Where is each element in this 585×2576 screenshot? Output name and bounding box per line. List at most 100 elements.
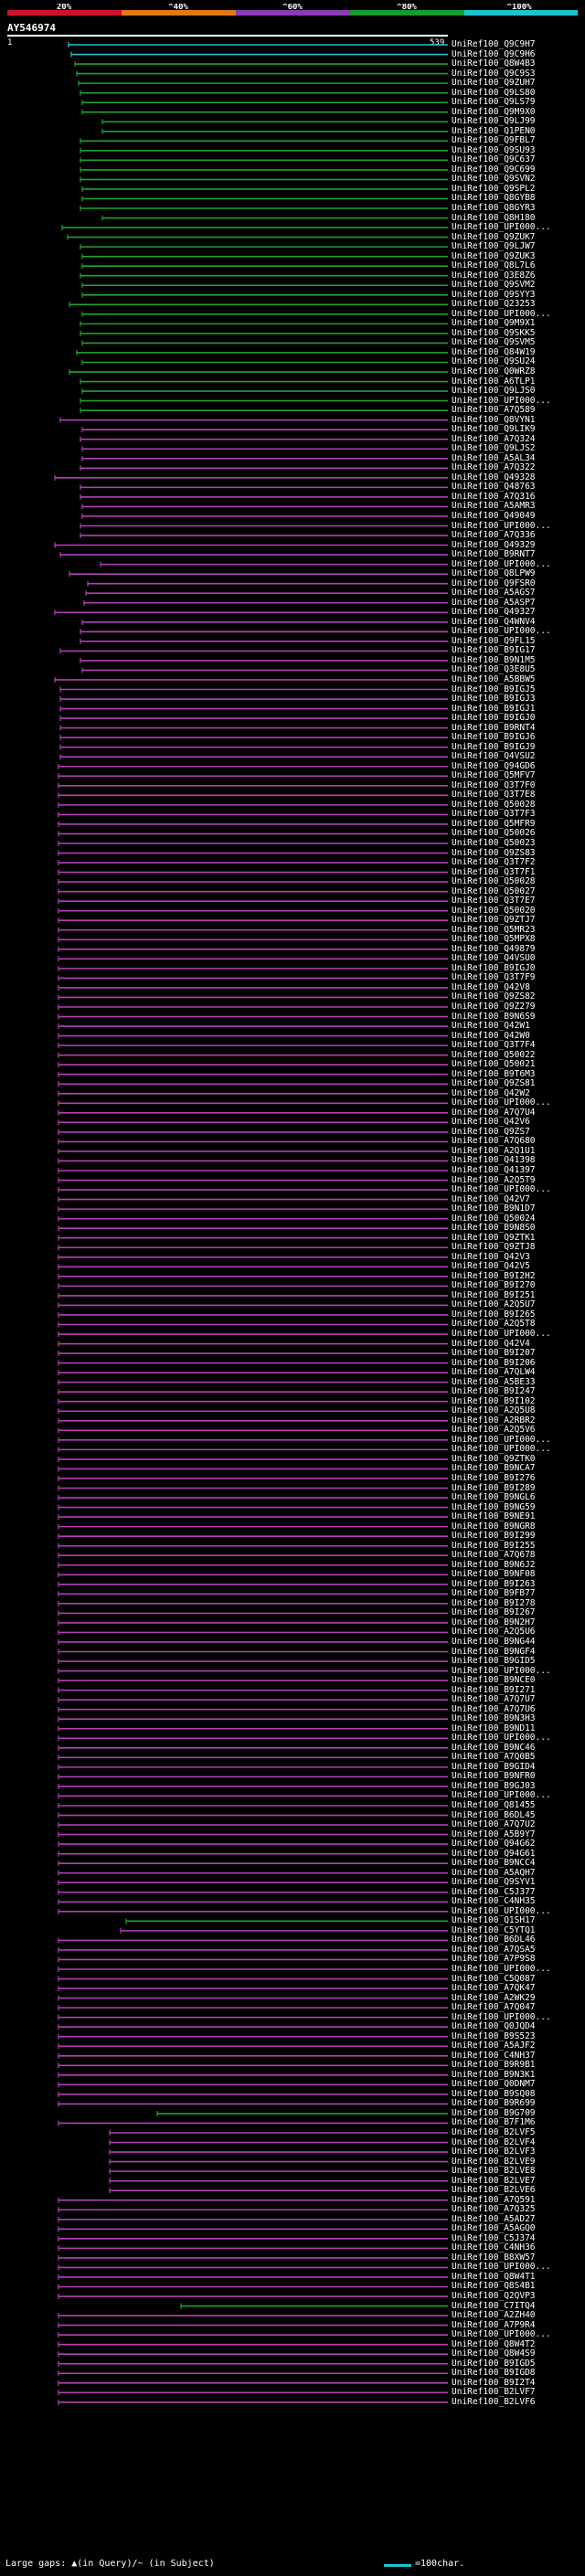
hit-label[interactable]: UniRef100_Q5MPX8 [452, 934, 536, 945]
hit-label[interactable]: UniRef100_C5Q087 [452, 1973, 536, 1984]
hit-label[interactable]: UniRef100_Q41397 [452, 1165, 536, 1175]
hit-label[interactable]: UniRef100_Q3T7F3 [452, 809, 536, 820]
hit-label[interactable]: UniRef100_B9I267 [452, 1607, 536, 1618]
hit-label[interactable]: UniRef100_B9IGJ5 [452, 684, 536, 694]
hit-label[interactable]: UniRef100_B9I2T4 [452, 2377, 536, 2388]
hit-label[interactable]: UniRef100_B9SQ08 [452, 2088, 536, 2099]
hit-label[interactable]: UniRef100_A5AL34 [452, 452, 536, 463]
hit-label[interactable]: UniRef100_B9R699 [452, 2098, 536, 2109]
hit-label[interactable]: UniRef100_Q49329 [452, 539, 536, 550]
hit-label[interactable]: UniRef100_B9NCE0 [452, 1675, 536, 1686]
hit-label[interactable]: UniRef100_Q3T7F1 [452, 866, 536, 877]
hit-label[interactable]: UniRef100_A7P9S8 [452, 1954, 536, 1965]
hit-label[interactable]: UniRef100_Q9C9H7 [452, 39, 536, 49]
hit-label[interactable]: UniRef100_A7QK47 [452, 1983, 536, 1994]
hit-label[interactable]: UniRef100_B9IGJ0 [452, 962, 536, 973]
hit-label[interactable]: UniRef100_Q9ZS7 [452, 1126, 530, 1137]
hit-label[interactable]: UniRef100_Q9LJ99 [452, 116, 536, 127]
hit-label[interactable]: UniRef100_B2LVE7 [452, 2175, 536, 2186]
hit-label[interactable]: UniRef100_B9GJ03 [452, 1780, 536, 1791]
hit-label[interactable]: UniRef100_B2LVF3 [452, 2147, 536, 2157]
hit-label[interactable]: UniRef100_Q3T7F9 [452, 972, 536, 983]
hit-label[interactable]: UniRef100_B2LVF6 [452, 2396, 536, 2407]
hit-label[interactable]: UniRef100_Q49328 [452, 472, 536, 482]
hit-label[interactable]: UniRef100_B9FB77 [452, 1588, 536, 1599]
hit-label[interactable]: UniRef100_Q9SU93 [452, 144, 536, 155]
hit-label[interactable]: UniRef100_A7Q7U7 [452, 1694, 536, 1705]
hit-label[interactable]: UniRef100_B2LVE8 [452, 2166, 536, 2177]
hit-label[interactable]: UniRef100_B9IGJ1 [452, 703, 536, 714]
hit-label[interactable]: UniRef100_Q3T7F0 [452, 779, 536, 790]
hit-label[interactable]: UniRef100_Q42V7 [452, 1193, 530, 1204]
hit-label[interactable]: UniRef100_UPI000... [452, 2011, 551, 2022]
hit-label[interactable]: UniRef100_Q42W0 [452, 1030, 530, 1041]
hit-label[interactable]: UniRef100_Q81455 [452, 1799, 536, 1810]
hit-label[interactable]: UniRef100_Q9C699 [452, 164, 536, 175]
hit-label[interactable]: UniRef100_Q8W4T1 [452, 2271, 536, 2282]
hit-label[interactable]: UniRef100_Q9ZTJ7 [452, 915, 536, 926]
hit-label[interactable]: UniRef100_A7Q336 [452, 530, 536, 541]
hit-label[interactable]: UniRef100_B9G709 [452, 2107, 536, 2118]
hit-label[interactable]: UniRef100_B9N3K1 [452, 2069, 536, 2080]
hit-label[interactable]: UniRef100_B9N6J2 [452, 1559, 536, 1570]
hit-label[interactable]: UniRef100_UPI000... [452, 1184, 551, 1195]
hit-label[interactable]: UniRef100_Q42V4 [452, 1338, 530, 1349]
hit-label[interactable]: UniRef100_A2RBR2 [452, 1415, 536, 1426]
hit-label[interactable]: UniRef100_Q9ZS81 [452, 1078, 536, 1089]
hit-label[interactable]: UniRef100_B9NE91 [452, 1511, 536, 1522]
hit-label[interactable]: UniRef100_Q94G62 [452, 1839, 536, 1850]
hit-label[interactable]: UniRef100_C7ITQ4 [452, 2300, 536, 2311]
hit-label[interactable]: UniRef100_UPI000... [452, 1329, 551, 1340]
hit-label[interactable]: UniRef100_UPI000... [452, 1733, 551, 1744]
hit-label[interactable]: UniRef100_B9S523 [452, 2030, 536, 2041]
hit-label[interactable]: UniRef100_Q42V5 [452, 1261, 530, 1272]
hit-label[interactable]: UniRef100_UPI000... [452, 558, 551, 569]
hit-label[interactable]: UniRef100_A2Q5U7 [452, 1299, 536, 1310]
hit-label[interactable]: UniRef100_A5BBW5 [452, 673, 536, 684]
hit-label[interactable]: UniRef100_Q0JQD4 [452, 2021, 536, 2032]
hit-label[interactable]: UniRef100_Q9SU24 [452, 356, 536, 367]
hit-label[interactable]: UniRef100_A5AQH7 [452, 1867, 536, 1878]
hit-label[interactable]: UniRef100_Q49879 [452, 943, 536, 954]
hit-label[interactable]: UniRef100_A5B9Y7 [452, 1829, 536, 1839]
hit-label[interactable]: UniRef100_C5J374 [452, 2232, 536, 2243]
hit-label[interactable]: UniRef100_Q8W4S9 [452, 2348, 536, 2359]
hit-label[interactable]: UniRef100_A5AD27 [452, 2213, 536, 2224]
hit-label[interactable]: UniRef100_Q4VSU0 [452, 953, 536, 964]
hit-label[interactable]: UniRef100_B9NCC4 [452, 1858, 536, 1869]
hit-label[interactable]: UniRef100_B9I206 [452, 1357, 536, 1368]
hit-label[interactable]: UniRef100_Q50020 [452, 905, 536, 916]
hit-label[interactable]: UniRef100_Q3E8U5 [452, 664, 536, 675]
hit-label[interactable]: UniRef100_Q94G61 [452, 1848, 536, 1859]
hit-label[interactable]: UniRef100_B9IGJ3 [452, 694, 536, 705]
hit-label[interactable]: UniRef100_Q3T7F4 [452, 1040, 536, 1051]
hit-label[interactable]: UniRef100_UPI000... [452, 308, 551, 319]
hit-label[interactable]: UniRef100_Q9M9X0 [452, 106, 536, 117]
hit-label[interactable]: UniRef100_A5AGS7 [452, 588, 536, 599]
hit-label[interactable]: UniRef100_Q9ZUH7 [452, 78, 536, 89]
hit-label[interactable]: UniRef100_B2LVE9 [452, 2156, 536, 2167]
hit-label[interactable]: UniRef100_Q9LIK9 [452, 424, 536, 435]
hit-label[interactable]: UniRef100_UPI000... [452, 1964, 551, 1974]
hit-label[interactable]: UniRef100_UPI000... [452, 1444, 551, 1455]
hit-label[interactable]: UniRef100_B9I271 [452, 1684, 536, 1695]
hit-label[interactable]: UniRef100_Q9FBL7 [452, 135, 536, 146]
hit-label[interactable]: UniRef100_B9I102 [452, 1395, 536, 1406]
hit-label[interactable]: UniRef100_Q9SVM2 [452, 280, 536, 291]
hit-label[interactable]: UniRef100_A5AJF2 [452, 2041, 536, 2051]
hit-label[interactable]: UniRef100_A7Q0B5 [452, 1752, 536, 1763]
hit-label[interactable]: UniRef100_UPI000... [452, 2329, 551, 2340]
hit-label[interactable]: UniRef100_A5AMR3 [452, 501, 536, 512]
hit-label[interactable]: UniRef100_A7Q7U6 [452, 1703, 536, 1714]
hit-label[interactable]: UniRef100_Q50026 [452, 828, 536, 839]
hit-label[interactable]: UniRef100_C4NH35 [452, 1896, 536, 1907]
hit-label[interactable]: UniRef100_Q42W2 [452, 1087, 530, 1098]
hit-label[interactable]: UniRef100_Q9SKK5 [452, 327, 536, 338]
hit-label[interactable]: UniRef100_B9I2H2 [452, 1270, 536, 1281]
hit-label[interactable]: UniRef100_B9NC46 [452, 1742, 536, 1753]
hit-label[interactable]: UniRef100_Q3T7E7 [452, 896, 536, 906]
hit-label[interactable]: UniRef100_A7Q324 [452, 433, 536, 444]
hit-label[interactable]: UniRef100_B9GID4 [452, 1761, 536, 1772]
hit-label[interactable]: UniRef100_B9I276 [452, 1472, 536, 1483]
hit-label[interactable]: UniRef100_Q23253 [452, 299, 536, 310]
